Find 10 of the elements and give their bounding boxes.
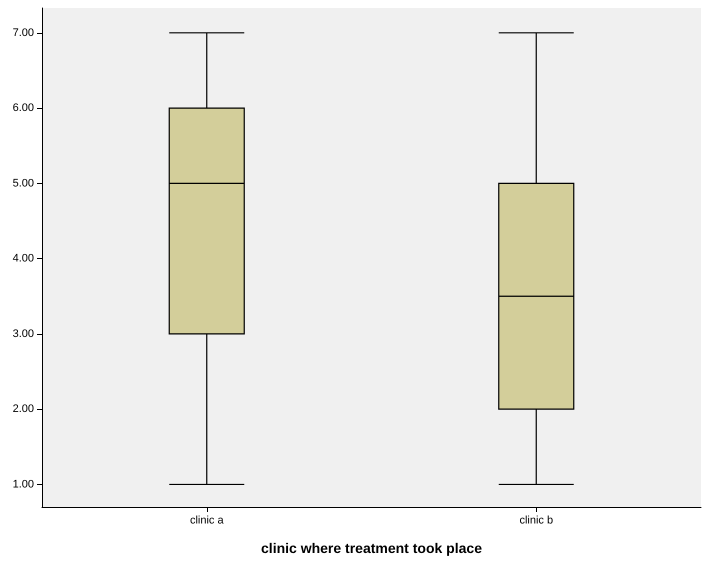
y-tick-label: 2.00 [12,403,34,416]
y-tick-label: 1.00 [12,478,34,490]
x-axis-title: clinic where treatment took place [261,540,482,556]
x-tick-label: clinic a [190,514,224,526]
y-tick-label: 5.00 [12,177,34,190]
x-tick-label: clinic b [519,514,554,526]
y-tick-label: 3.00 [12,328,34,340]
y-tick-label: 7.00 [12,26,34,39]
y-tick-label: 6.00 [12,102,34,114]
y-tick-label: 4.00 [12,252,34,265]
